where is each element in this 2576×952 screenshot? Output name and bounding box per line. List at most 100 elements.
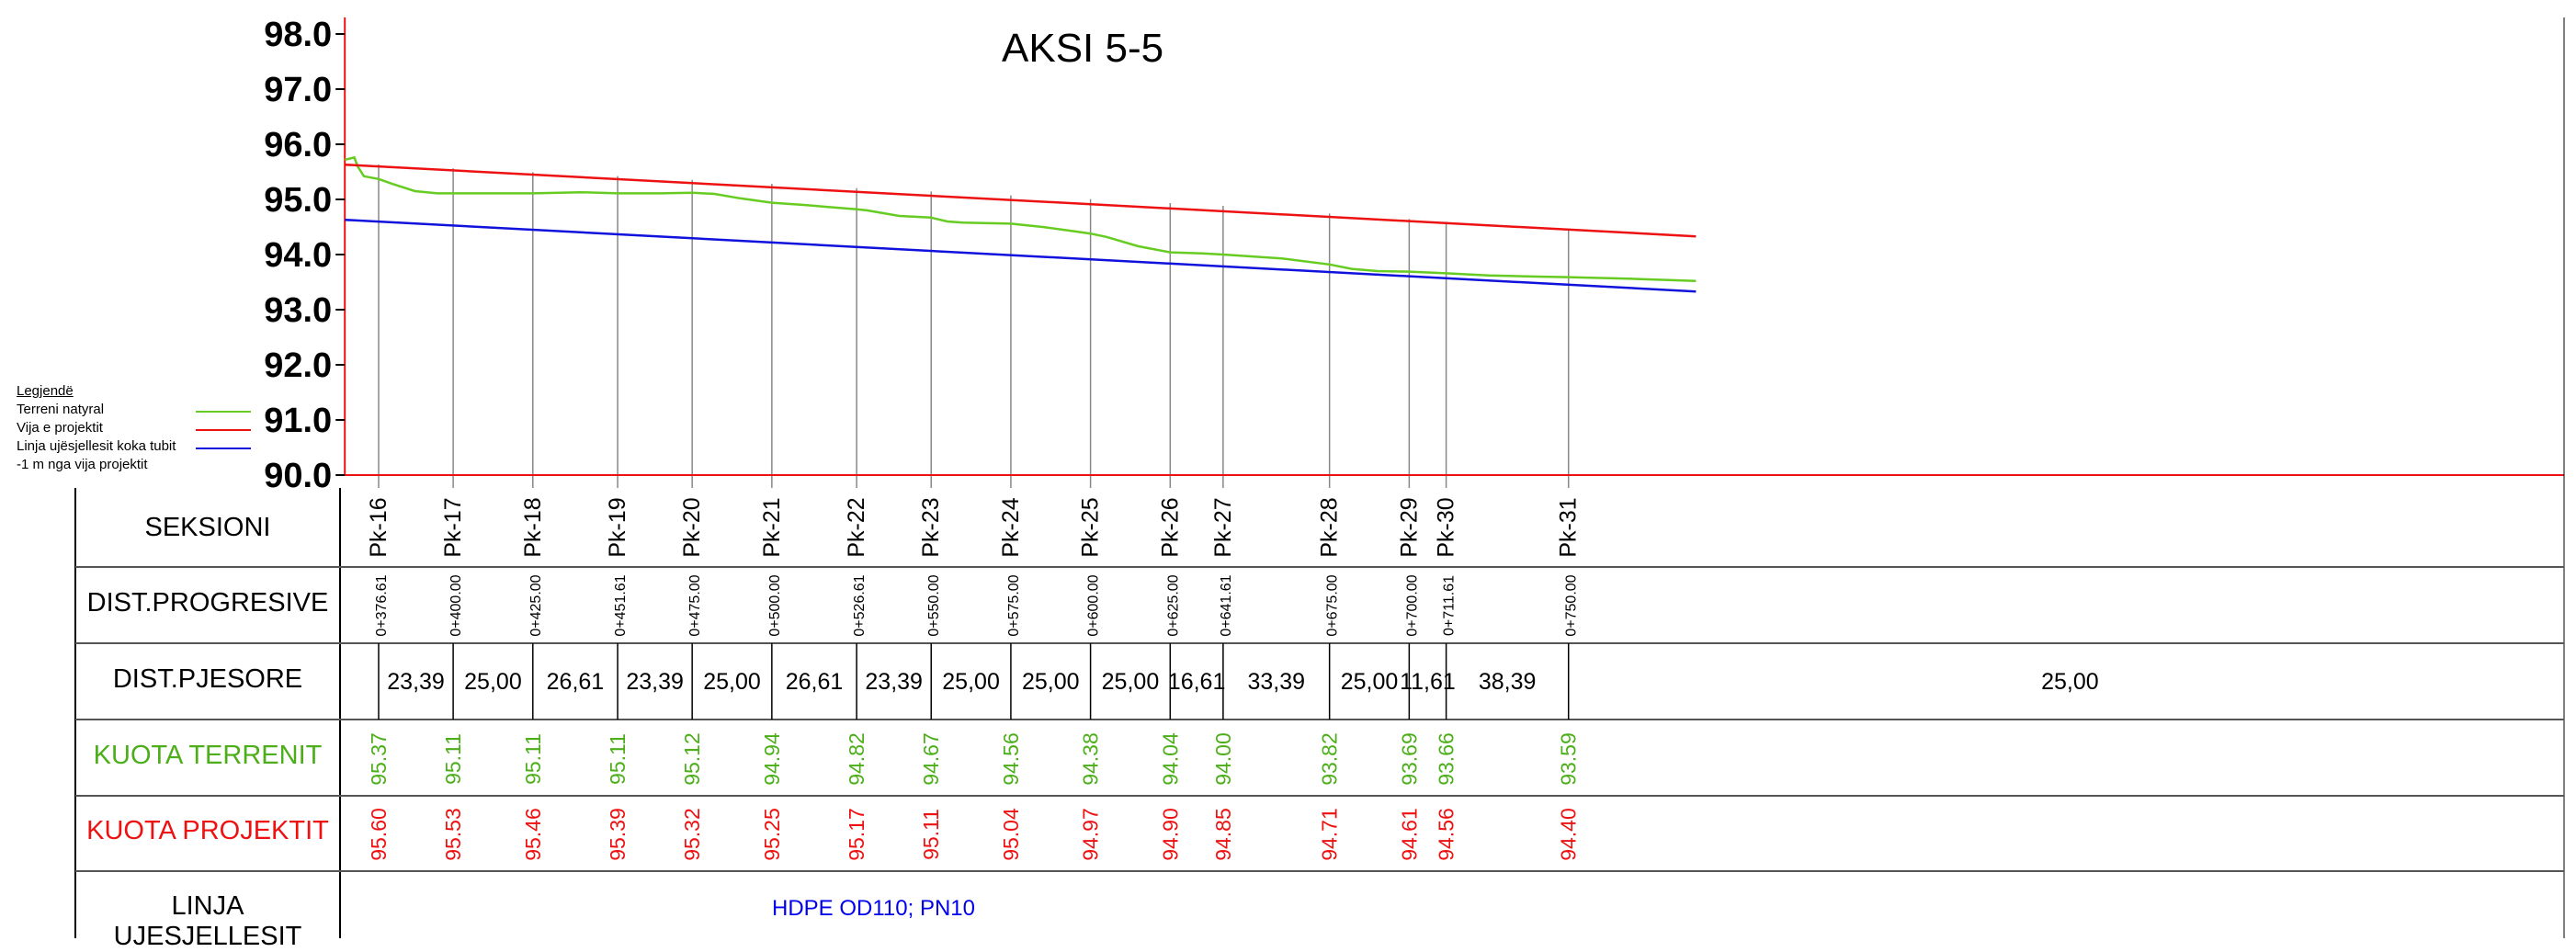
y-tick-label: 90.0 [264,457,332,495]
y-tick-label: 95.0 [264,181,332,220]
section-chainage: 0+700.00 [1404,574,1420,636]
section-name: Pk-23 [918,497,944,557]
section-name: Pk-21 [759,497,785,557]
section-terrain-elevation: 93.66 [1435,732,1458,786]
section-terrain-elevation: 95.37 [367,732,391,786]
section-project-elevation: 94.85 [1211,808,1235,861]
section-chainage: 0+376.61 [374,574,390,636]
partial-distance: 16,61 [1168,669,1226,695]
section-name: Pk-31 [1556,497,1582,557]
section-terrain-elevation: 93.82 [1318,732,1342,786]
section-project-elevation: 95.60 [367,808,391,861]
row-label-kuota-terrenit: KUOTA TERRENIT [93,741,323,770]
y-axis: 98.0 97.0 96.0 95.0 94.0 93.0 92.0 91.0 90.0 [264,16,2565,938]
section-terrain-elevation: 95.11 [441,733,465,785]
row-label-kuota-projektit: KUOTA PROJEKTIT [86,816,329,845]
y-tick-label: 97.0 [264,71,332,109]
section-project-elevation: 95.04 [999,808,1023,861]
row-label-dist-progresive: DIST.PROGRESIVE [86,588,329,618]
partial-distance: 23,39 [865,669,923,695]
section-name: Pk-26 [1157,497,1183,557]
section-name: Pk-30 [1434,497,1459,557]
grid-layer [378,164,1570,488]
row-label-seksioni: SEKSIONI [144,513,271,542]
legend-item-terrain: Terreni natyral [17,401,251,419]
section-project-elevation: 95.32 [680,808,704,861]
section-project-elevation: 94.90 [1158,808,1182,861]
y-tick-label: 93.0 [264,291,332,330]
chart-title: AKSI 5-5 [1002,26,1164,71]
section-chainage: 0+600.00 [1086,574,1102,636]
section-project-elevation: 94.40 [1557,808,1581,861]
partial-distance: 26,61 [547,669,605,695]
y-tick-label: 91.0 [264,402,332,440]
section-project-elevation: 94.71 [1318,808,1342,861]
section-chainage: 0+400.00 [448,574,464,636]
section-chainage: 0+526.61 [852,574,868,636]
section-name: Pk-27 [1210,497,1236,557]
legend-item-note: -1 m nga vija projektit [17,456,176,474]
row-label-linja: LINJA UJESJELLESIT [113,891,302,951]
section-chainage: 0+451.61 [613,574,629,636]
series-line-1 [345,163,1697,238]
legend-item-pipe: Linja ujësjellesit koka tubit [17,437,251,456]
section-chainage: 0+711.61 [1442,575,1458,636]
section-project-elevation: 95.53 [441,808,465,861]
data-table: Pk-16 0+376.61 95.37 95.60 Pk-17 0+400.00 95.1… [74,488,2564,938]
section-terrain-elevation: 94.38 [1079,732,1103,786]
partial-distance: 11,61 [1400,669,1456,695]
section-chainage: 0+550.00 [926,574,942,636]
section-project-elevation: 95.25 [760,808,784,861]
section-chainage: 0+625.00 [1165,574,1181,636]
legend-label-pipe: Linja ujësjellesit koka tubit [17,438,176,454]
partial-distance: 25,00 [1022,669,1080,695]
series-line-0 [344,155,1697,283]
section-name: Pk-17 [440,497,466,557]
section-name: Pk-28 [1317,497,1343,557]
legend-swatch-terrain [196,411,251,413]
section-terrain-elevation: 94.04 [1158,732,1182,786]
legend-swatch-project [196,429,251,431]
section-terrain-elevation: 95.11 [521,733,545,785]
y-tick-label: 94.0 [264,236,332,275]
y-tick-label: 98.0 [264,16,332,54]
section-project-elevation: 95.46 [521,808,545,861]
y-tick-label: 96.0 [264,126,332,164]
y-tick-label: 92.0 [264,346,332,385]
row-label-dist-pjesore: DIST.PJESORE [112,664,303,694]
legend-label-terrain: Terreni natyral [17,402,105,417]
section-project-elevation: 95.11 [919,809,943,860]
section-chainage: 0+425.00 [528,574,544,636]
series-line-2 [345,218,1697,293]
partial-distance: 25,00 [1102,669,1160,695]
partial-distance: 33,39 [1247,669,1305,695]
section-terrain-elevation: 94.67 [919,732,943,786]
section-project-elevation: 95.39 [606,808,630,861]
section-name: Pk-20 [679,497,705,557]
section-name: Pk-29 [1396,497,1422,557]
section-terrain-elevation: 93.69 [1397,732,1421,786]
legend-label-note: -1 m nga vija projektit [17,457,148,472]
partial-distance: 25,00 [703,669,761,695]
section-terrain-elevation: 95.12 [680,732,704,786]
section-name: Pk-25 [1078,497,1104,557]
partial-distance: 23,39 [626,669,684,695]
section-name: Pk-18 [520,497,546,557]
section-chainage: 0+475.00 [687,574,703,636]
legend-item-project: Vija e projektit [17,419,251,437]
section-name: Pk-19 [605,497,630,557]
partial-distance: 25,00 [464,669,522,695]
section-project-elevation: 94.56 [1435,808,1458,861]
section-terrain-elevation: 95.11 [606,733,630,785]
section-project-elevation: 94.97 [1079,808,1103,861]
partial-distance: 38,39 [1479,669,1537,695]
partial-distance: 25,00 [2041,669,2099,695]
section-terrain-elevation: 93.59 [1557,732,1581,786]
section-terrain-elevation: 94.00 [1211,732,1235,786]
legend-swatch-pipe [196,448,251,449]
section-name: Pk-16 [366,497,392,557]
section-terrain-elevation: 94.82 [845,732,868,786]
section-project-elevation: 94.61 [1397,808,1421,861]
section-chainage: 0+675.00 [1325,574,1341,636]
